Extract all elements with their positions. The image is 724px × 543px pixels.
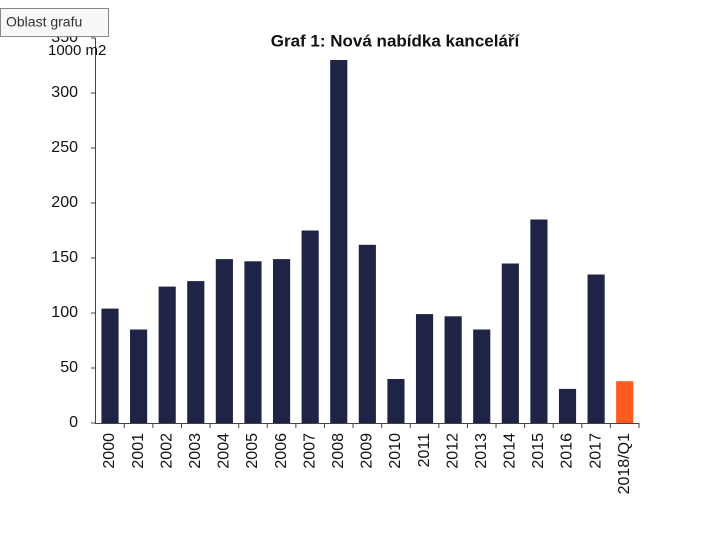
bar <box>558 388 577 423</box>
bar <box>415 314 434 423</box>
y-tick-label: 300 <box>51 84 78 101</box>
tooltip-box <box>0 8 109 37</box>
bar <box>616 381 634 423</box>
x-tick-label: 2003 <box>187 433 204 469</box>
y-tick-label: 250 <box>51 139 78 156</box>
x-tick-label: 2002 <box>158 433 175 469</box>
chart-title: Graf 1: Nová nabídka kanceláří <box>271 31 521 50</box>
x-tick-label: 2014 <box>502 433 519 469</box>
y-tick-label: 0 <box>69 414 78 431</box>
x-tick-label: 2007 <box>301 433 318 469</box>
bar <box>101 308 119 423</box>
y-tick-label: 100 <box>51 304 78 321</box>
x-tick-label: 2012 <box>444 433 461 469</box>
y-tick-label: 200 <box>51 194 78 211</box>
x-tick-label: 2010 <box>387 433 404 469</box>
bar <box>158 286 176 423</box>
bar <box>587 274 605 423</box>
bar <box>387 379 405 423</box>
bar <box>330 60 348 423</box>
tooltip-text: Oblast grafu <box>6 14 82 30</box>
tooltip: Oblast grafu <box>0 8 109 37</box>
x-tick-label: 2004 <box>216 433 233 469</box>
x-tick-label: 2018/Q1 <box>616 433 633 494</box>
x-tick-label: 2006 <box>273 433 290 469</box>
x-tick-label: 2015 <box>530 433 547 469</box>
x-tick-label: 2013 <box>473 433 490 469</box>
y-tick-label: 50 <box>60 359 78 376</box>
bar <box>301 230 319 423</box>
x-tick-label: 2008 <box>330 433 347 469</box>
x-tick-label: 2009 <box>359 433 376 469</box>
x-tick-label: 2000 <box>101 433 118 469</box>
bar <box>473 329 491 423</box>
y-axis-label: 1000 m2 <box>48 42 106 59</box>
x-tick-label: 2017 <box>587 433 604 469</box>
bar <box>130 329 148 423</box>
bar <box>272 259 291 423</box>
bar <box>187 281 205 423</box>
x-tick-label: 2005 <box>244 433 261 469</box>
bar <box>501 263 519 423</box>
x-tick-label: 2016 <box>559 433 576 469</box>
x-tick-label: 2011 <box>416 433 433 468</box>
x-tick-label: 2001 <box>130 433 147 469</box>
bar <box>358 244 376 423</box>
bar <box>444 316 462 423</box>
bar <box>530 219 548 423</box>
bar <box>215 259 233 423</box>
bar <box>244 261 262 423</box>
y-tick-label: 150 <box>51 249 78 266</box>
